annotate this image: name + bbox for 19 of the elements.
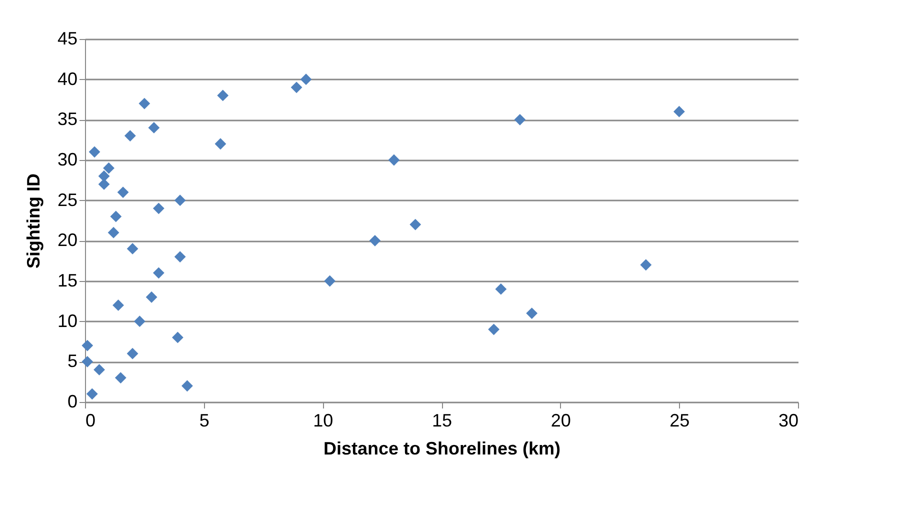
y-tick-label: 10 (57, 310, 78, 331)
x-tick-label: 15 (432, 410, 452, 430)
y-tick-label: 25 (57, 190, 78, 210)
x-tick-label: 25 (670, 410, 690, 430)
y-tick-label: 30 (57, 150, 78, 170)
y-tick-label: 5 (67, 351, 78, 372)
y-tick-label: 40 (57, 68, 78, 89)
x-tick-label: 5 (199, 410, 210, 430)
x-tick-label: 20 (550, 410, 571, 430)
y-tick-label: 0 (67, 392, 78, 412)
x-axis-title: Distance to Shorelines (km) (323, 438, 561, 458)
y-tick-label: 15 (57, 270, 78, 290)
x-tick-label: 10 (313, 410, 334, 430)
x-tick-label: 30 (778, 410, 798, 430)
y-axis-title: Sighting ID (23, 174, 44, 268)
y-tick-label: 20 (57, 230, 78, 250)
x-tick-label: 0 (86, 410, 96, 430)
y-tick-label: 45 (57, 28, 78, 48)
y-tick-label: 35 (57, 109, 78, 130)
